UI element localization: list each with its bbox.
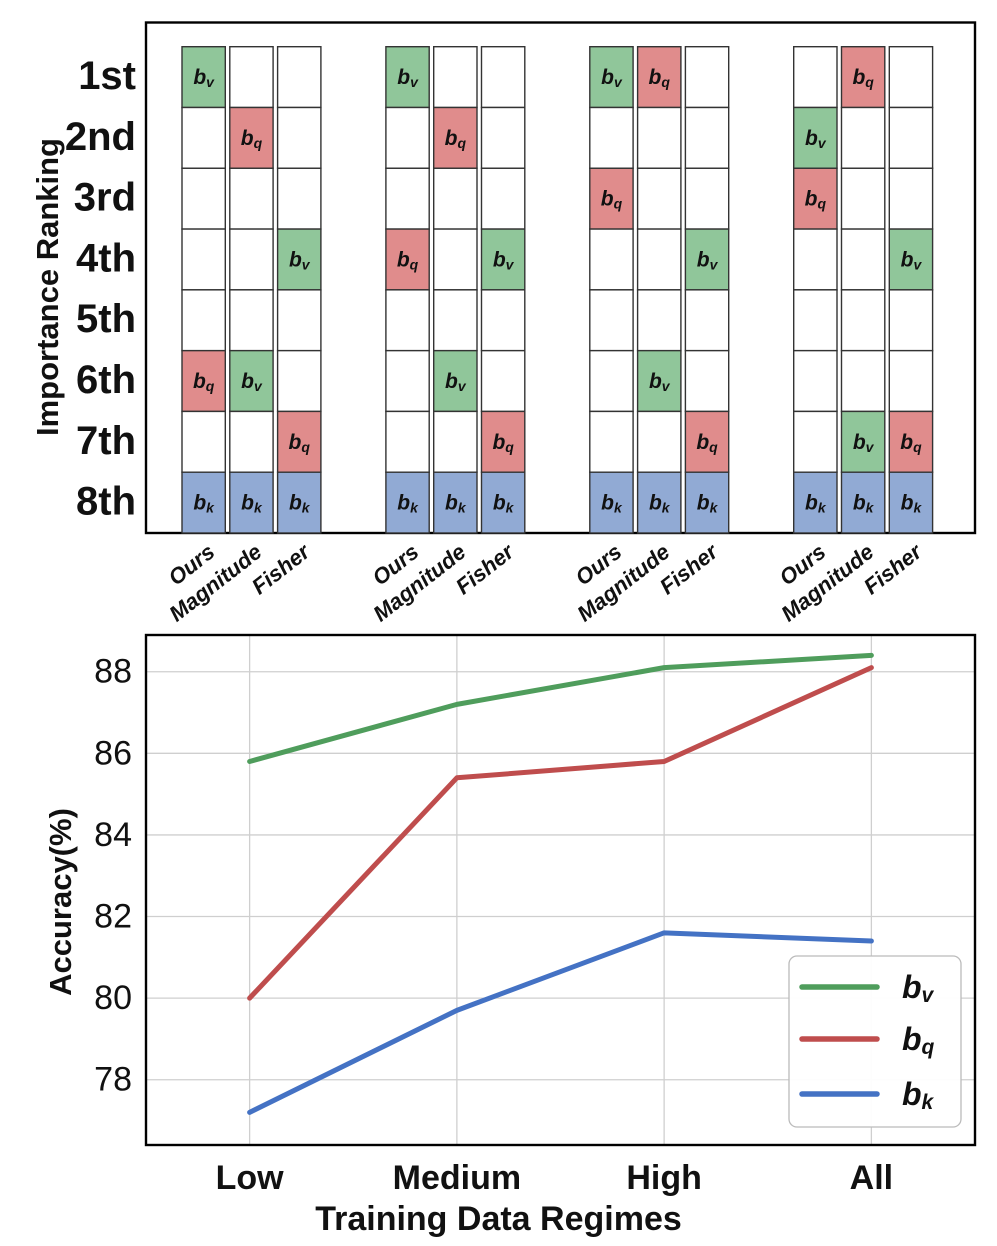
svg-text:80: 80 — [94, 979, 132, 1017]
svg-text:86: 86 — [94, 734, 132, 772]
svg-text:82: 82 — [94, 898, 132, 936]
svg-text:78: 78 — [94, 1061, 132, 1099]
svg-text:88: 88 — [94, 653, 132, 691]
svg-text:84: 84 — [94, 816, 132, 854]
